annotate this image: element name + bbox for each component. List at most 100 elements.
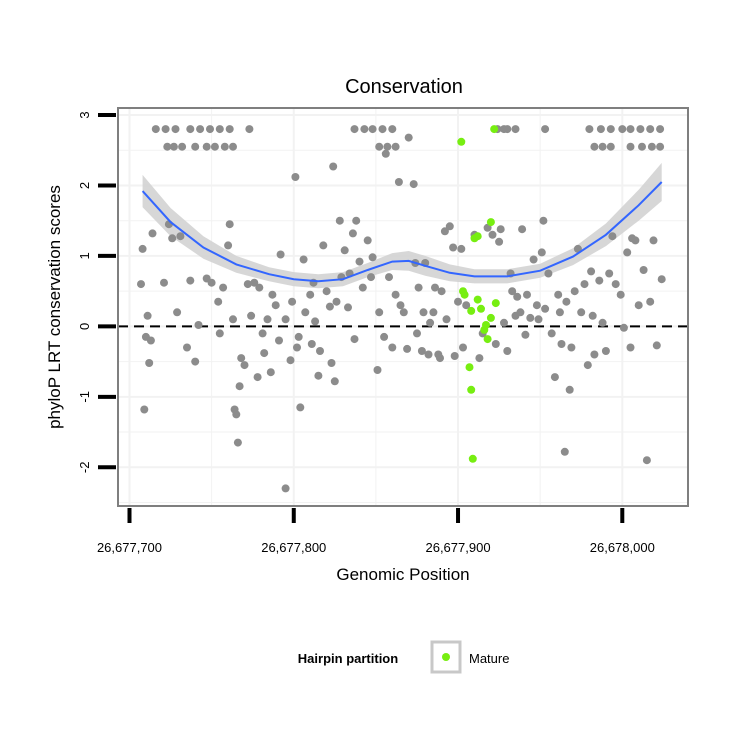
x-axis-tick-label: 26,678,000 [590, 540, 655, 555]
data-point [316, 347, 324, 355]
data-point [151, 125, 160, 134]
data-point [233, 438, 242, 447]
data-point [378, 125, 387, 134]
data-point [281, 315, 290, 324]
data-point [616, 290, 625, 299]
data-point [291, 173, 300, 181]
data-point [169, 142, 178, 151]
data-point [143, 311, 152, 320]
data-point [206, 125, 214, 134]
data-point [417, 347, 426, 355]
data-point [649, 236, 658, 245]
data-point [529, 255, 538, 264]
data-point [388, 125, 397, 134]
data-point [557, 340, 566, 348]
data-point [268, 290, 277, 299]
data-point [652, 341, 661, 350]
data-point [375, 142, 384, 151]
data-point [656, 142, 665, 151]
data-point [583, 361, 592, 370]
data-point [332, 297, 341, 306]
data-point [363, 236, 372, 245]
data-point [360, 125, 369, 134]
data-point [229, 142, 237, 151]
data-point [595, 276, 604, 285]
data-point [396, 301, 405, 310]
data-point [196, 125, 205, 134]
data-point [601, 347, 610, 355]
data-point [263, 315, 272, 324]
data-point [340, 246, 349, 255]
data-point [173, 308, 182, 317]
data-point [516, 308, 525, 317]
data-point [457, 244, 466, 253]
data-point-mature [465, 363, 474, 372]
data-point [235, 382, 244, 391]
data-point [554, 290, 563, 299]
data-point [224, 241, 233, 250]
data-point [424, 350, 433, 359]
data-point [541, 125, 550, 134]
data-point [293, 343, 301, 352]
data-point [450, 352, 459, 360]
data-point [194, 321, 203, 329]
data-point [454, 297, 462, 306]
data-point-mature [467, 306, 476, 315]
data-point [560, 447, 569, 456]
data-point [606, 125, 615, 134]
x-axis-tick-label: 26,677,700 [97, 540, 162, 555]
data-point [513, 292, 522, 301]
legend-title: Hairpin partition [298, 651, 398, 666]
data-point-mature [468, 454, 477, 463]
data-point [350, 125, 359, 134]
data-point [368, 253, 377, 262]
data-point [355, 257, 364, 266]
data-point [532, 301, 541, 310]
data-point [639, 266, 648, 274]
data-point [646, 125, 655, 134]
data-point [503, 125, 512, 134]
data-point [368, 125, 377, 134]
data-point-mature [477, 304, 485, 313]
data-point [636, 125, 645, 134]
data-point [657, 275, 666, 284]
data-point [373, 366, 382, 374]
data-point [631, 236, 640, 245]
data-point [255, 283, 264, 292]
data-point [215, 125, 224, 134]
data-point [539, 216, 548, 225]
data-point [358, 283, 367, 292]
data-point [325, 302, 334, 311]
data-point [414, 283, 423, 292]
data-point [544, 269, 553, 278]
data-point-mature [473, 295, 482, 304]
data-point [605, 269, 614, 278]
data-point [449, 243, 458, 252]
y-axis-tick-label: 3 [77, 111, 92, 118]
data-point [344, 303, 352, 312]
data-point [445, 222, 454, 231]
legend-entry-label: Mature [469, 651, 509, 666]
data-point [565, 385, 574, 394]
data-point [186, 276, 195, 285]
data-point [503, 347, 512, 355]
data-point [186, 125, 195, 134]
data-point [570, 287, 579, 296]
data-point [168, 234, 177, 243]
data-point [314, 371, 323, 380]
data-point [462, 301, 471, 310]
data-point [220, 142, 229, 151]
data-point [137, 280, 145, 289]
data-point [508, 287, 517, 296]
data-point [526, 313, 535, 322]
x-axis-tick-label: 26,677,800 [261, 540, 326, 555]
data-point [475, 354, 484, 363]
data-point [322, 287, 331, 296]
data-point [413, 329, 421, 338]
data-point [383, 142, 392, 151]
data-point [585, 125, 594, 134]
data-point [253, 373, 262, 382]
data-point [276, 250, 285, 259]
data-point [266, 368, 275, 377]
data-point [381, 149, 390, 158]
